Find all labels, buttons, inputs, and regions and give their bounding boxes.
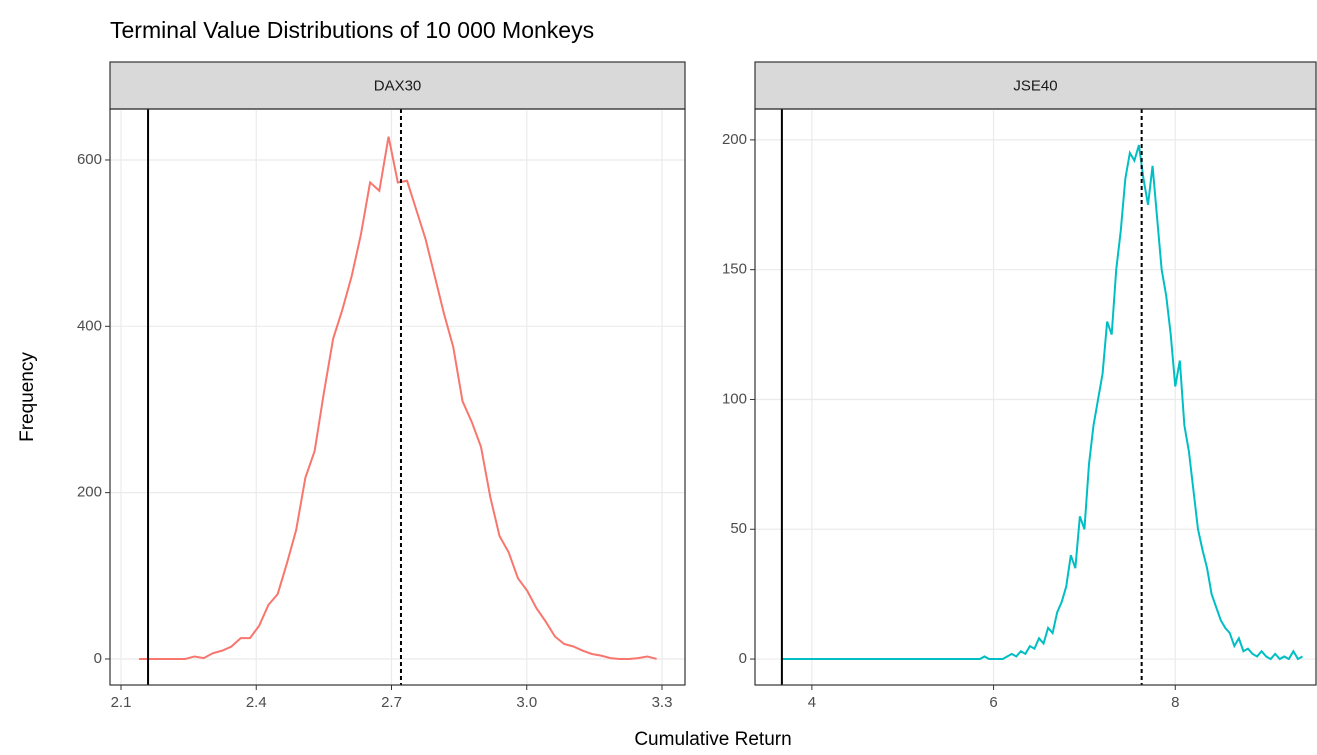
x-tick-label: 4 xyxy=(808,694,816,711)
panel-border xyxy=(754,108,1317,686)
y-tick-label: 0 xyxy=(94,650,102,667)
y-tick-label: 50 xyxy=(730,520,747,537)
x-tick-label: 2.1 xyxy=(111,694,132,711)
panel-border xyxy=(109,108,686,686)
y-tick-label: 600 xyxy=(77,151,102,168)
y-tick-label: 200 xyxy=(77,484,102,501)
x-tick-label: 3.0 xyxy=(516,694,537,711)
x-axis-label: Cumulative Return xyxy=(634,729,791,750)
x-tick-label: 8 xyxy=(1171,694,1179,711)
x-tick-label: 3.3 xyxy=(652,694,673,711)
strip-label: DAX30 xyxy=(374,77,422,94)
y-tick-label: 100 xyxy=(722,390,747,407)
x-tick-label: 2.7 xyxy=(381,694,402,711)
y-tick-label: 0 xyxy=(739,650,747,667)
strip xyxy=(109,61,686,110)
y-axis-label: Frequency xyxy=(17,352,38,442)
strip-label: JSE40 xyxy=(1013,77,1057,94)
x-tick-label: 2.4 xyxy=(246,694,267,711)
chart-title: Terminal Value Distributions of 10 000 M… xyxy=(110,17,594,43)
data-line xyxy=(781,144,1303,661)
y-tick-label: 200 xyxy=(722,131,747,148)
y-tick-label: 150 xyxy=(722,261,747,278)
y-tick-label: 400 xyxy=(77,317,102,334)
strip xyxy=(754,61,1317,110)
data-line xyxy=(139,136,657,660)
x-tick-label: 6 xyxy=(989,694,997,711)
